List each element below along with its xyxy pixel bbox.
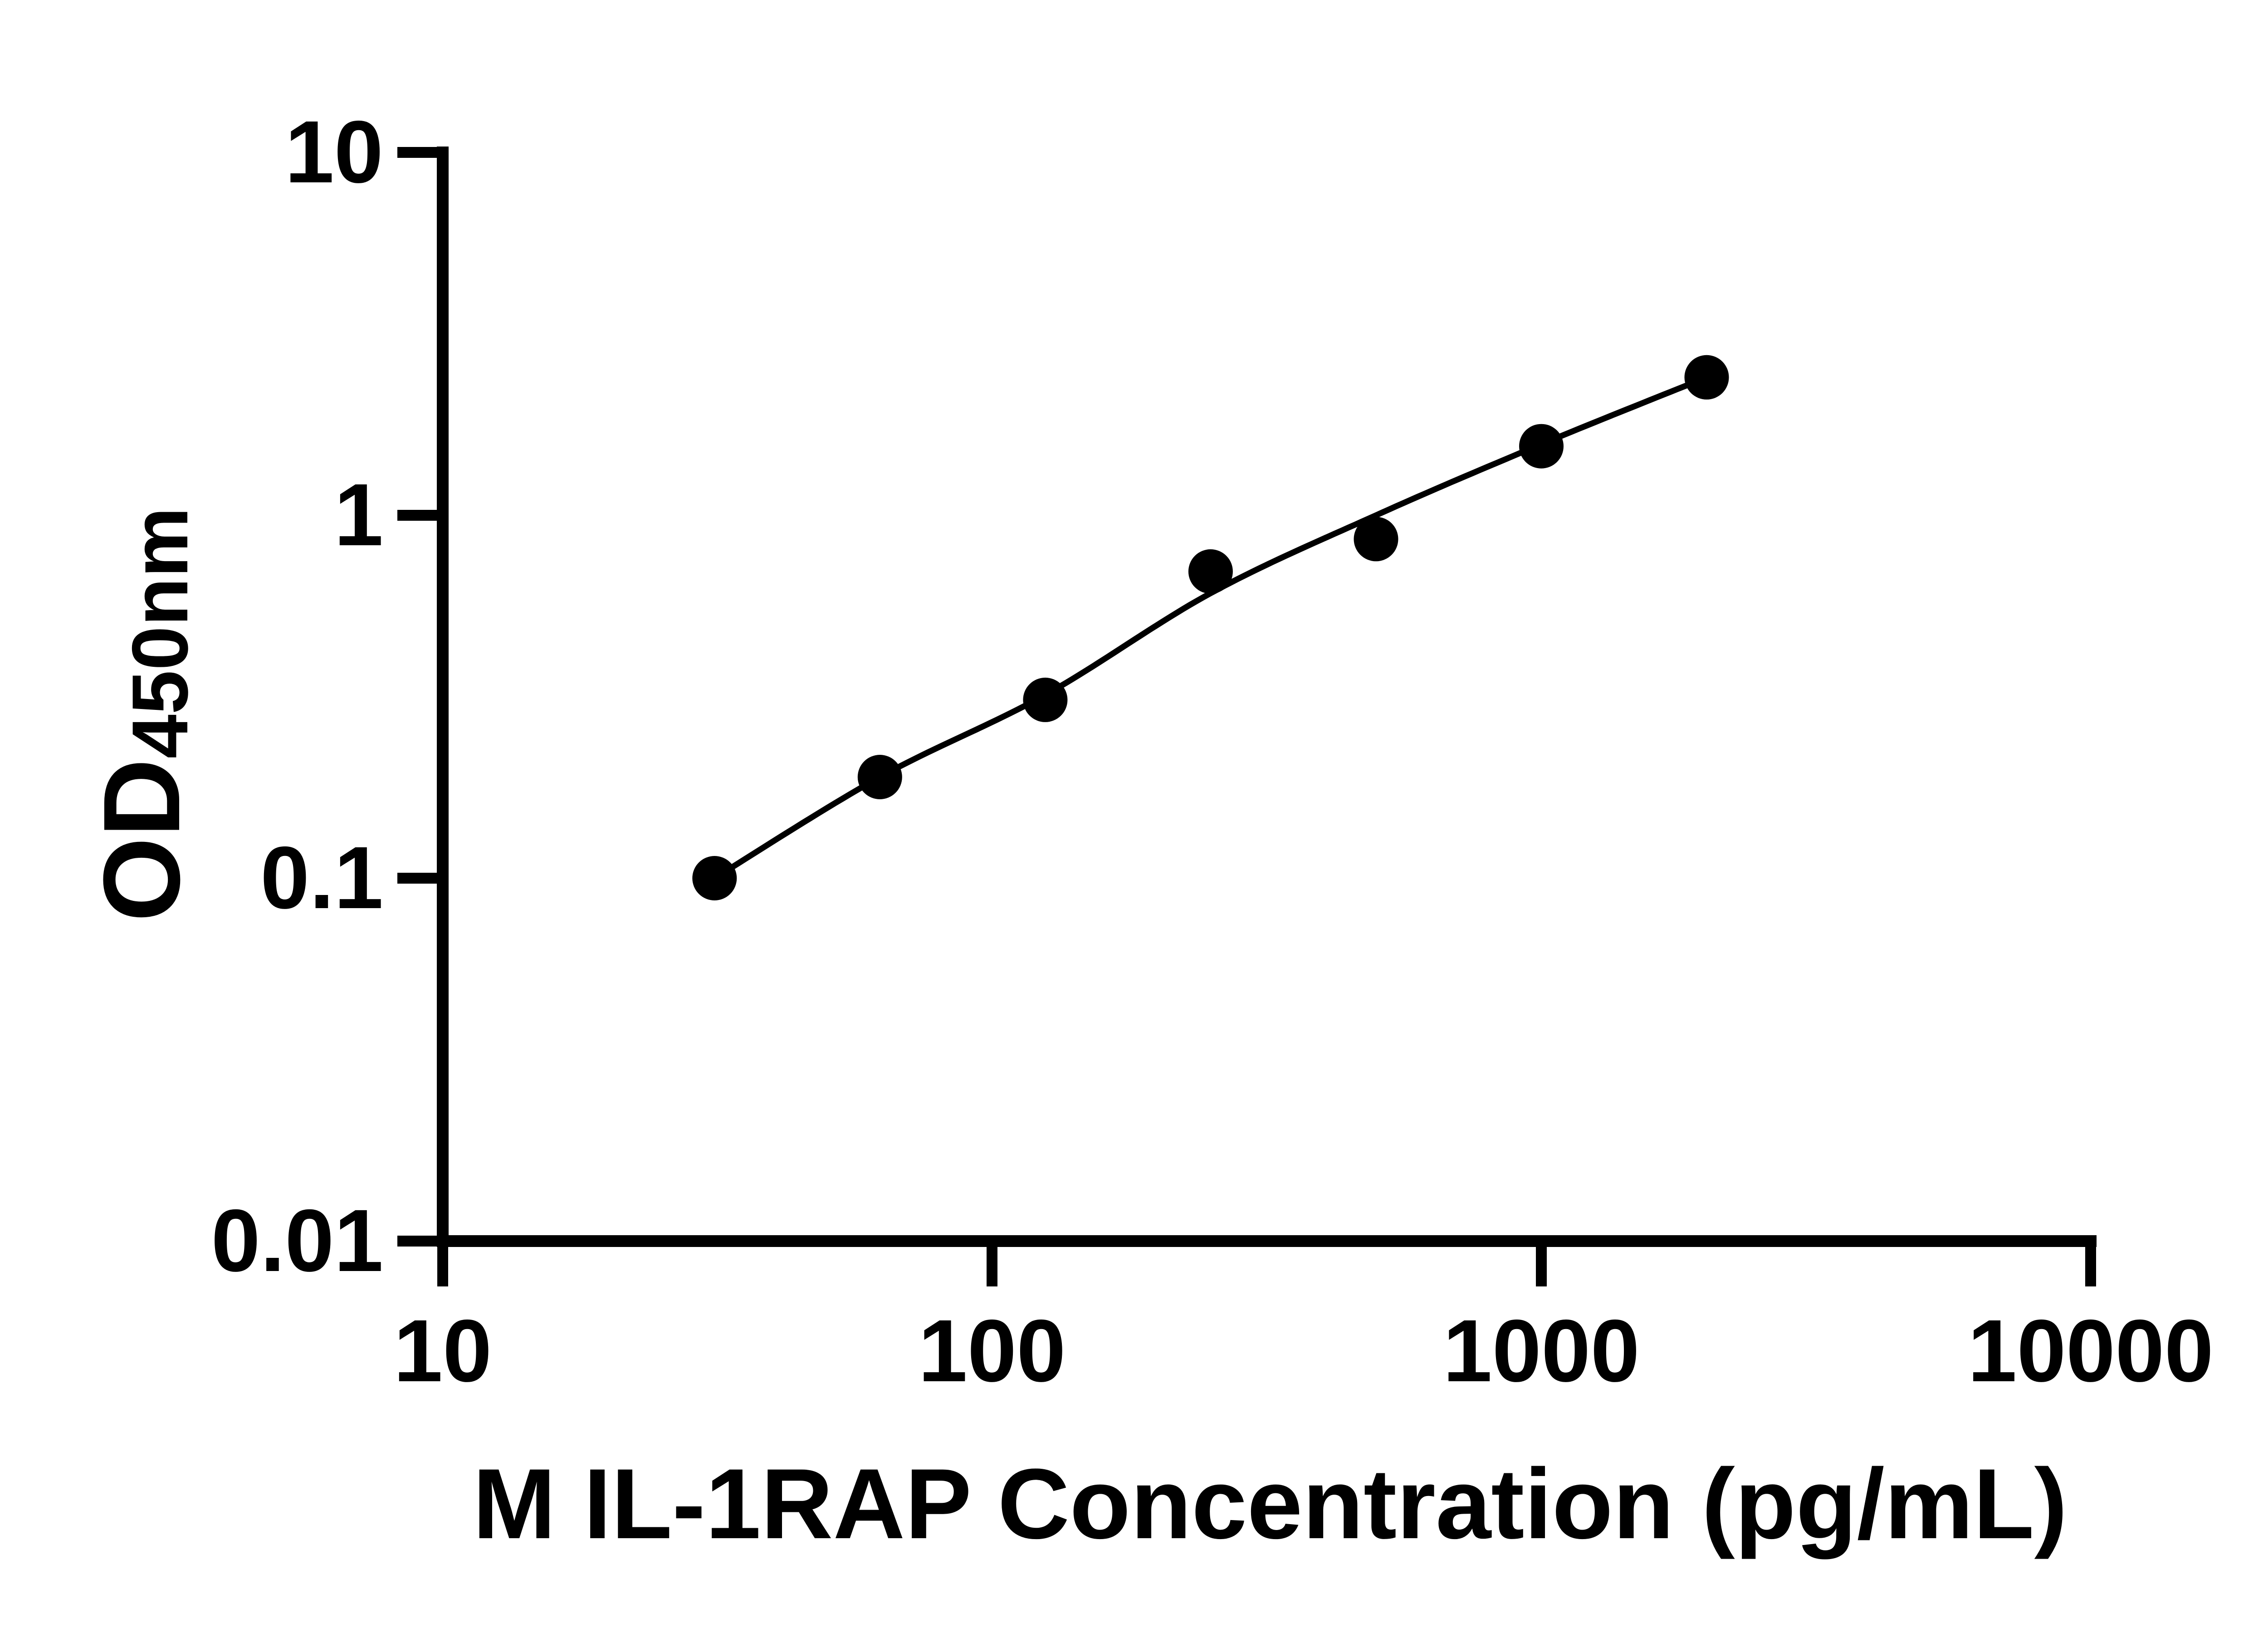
y-axis-title-subscript: 450nm	[116, 507, 205, 758]
y-tick-label: 1	[334, 465, 383, 564]
data-point	[1188, 549, 1233, 594]
y-axis-title: OD450nm	[81, 507, 205, 922]
x-tick-label: 10	[394, 1301, 492, 1400]
y-tick-label: 0.1	[260, 828, 383, 927]
y-axis-title-main: OD	[81, 758, 202, 922]
x-tick-label: 10000	[1968, 1301, 2214, 1400]
x-tick-label: 100	[918, 1301, 1066, 1400]
data-point	[857, 755, 902, 799]
axes: 10 100 1000 10000 0.01 0.1 1 10	[211, 103, 2214, 1400]
data-point	[692, 856, 737, 900]
x-tick-label: 1000	[1443, 1301, 1640, 1400]
data-point	[1023, 677, 1068, 722]
data-point	[1354, 517, 1398, 562]
data-point	[1519, 424, 1564, 469]
y-tick-label: 0.01	[211, 1191, 383, 1290]
y-tick-label: 10	[285, 103, 383, 201]
x-axis-title: M IL-1RAP Concentration (pg/mL)	[473, 1448, 2068, 1560]
plot-area	[692, 355, 1729, 900]
data-point	[1684, 355, 1729, 400]
